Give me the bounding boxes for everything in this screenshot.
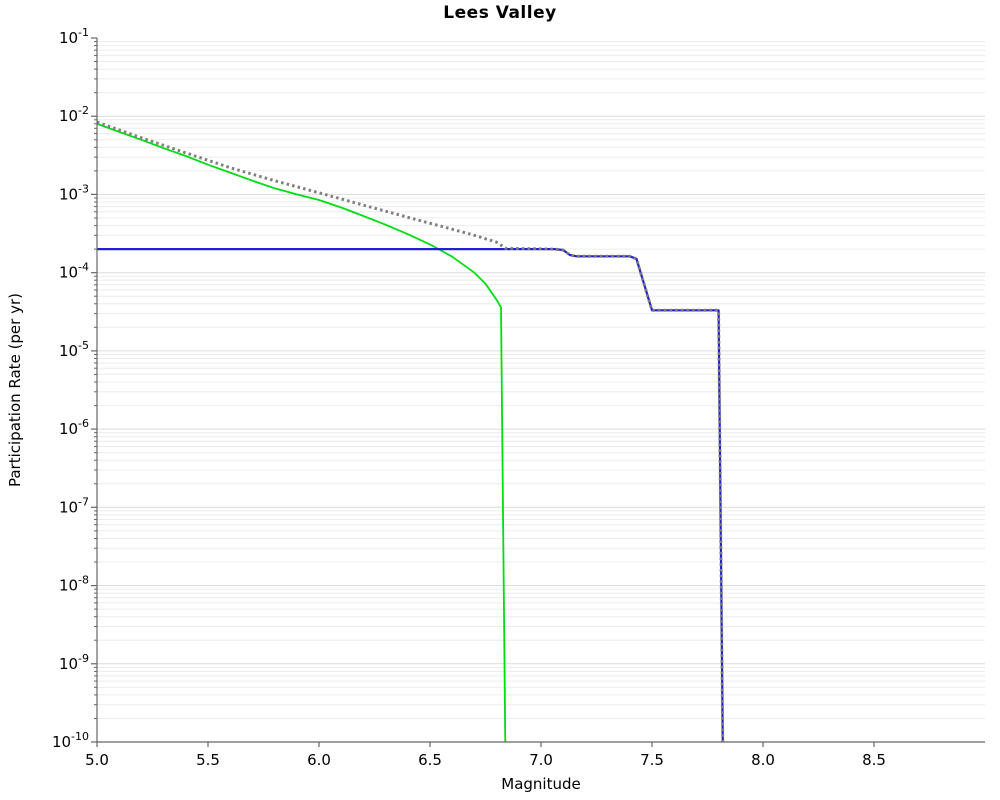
svg-text:6.5: 6.5: [418, 751, 442, 769]
svg-text:10-6: 10-6: [59, 417, 89, 438]
svg-text:10-10: 10-10: [52, 730, 89, 751]
svg-text:5.5: 5.5: [196, 751, 220, 769]
svg-text:10-9: 10-9: [59, 652, 89, 673]
svg-text:8.0: 8.0: [751, 751, 775, 769]
svg-text:7.5: 7.5: [640, 751, 664, 769]
svg-text:10-2: 10-2: [59, 104, 89, 125]
svg-text:7.0: 7.0: [529, 751, 553, 769]
svg-text:10-3: 10-3: [59, 182, 89, 203]
chart-title: Lees Valley: [443, 3, 557, 23]
x-axis-label: Magnitude: [501, 775, 581, 793]
svg-text:10-4: 10-4: [59, 261, 89, 282]
svg-text:10-1: 10-1: [59, 26, 89, 47]
svg-text:10-7: 10-7: [59, 495, 89, 516]
svg-text:10-8: 10-8: [59, 574, 89, 595]
svg-text:6.0: 6.0: [307, 751, 331, 769]
svg-text:5.0: 5.0: [85, 751, 109, 769]
svg-text:10-5: 10-5: [59, 339, 89, 360]
svg-text:8.5: 8.5: [862, 751, 886, 769]
